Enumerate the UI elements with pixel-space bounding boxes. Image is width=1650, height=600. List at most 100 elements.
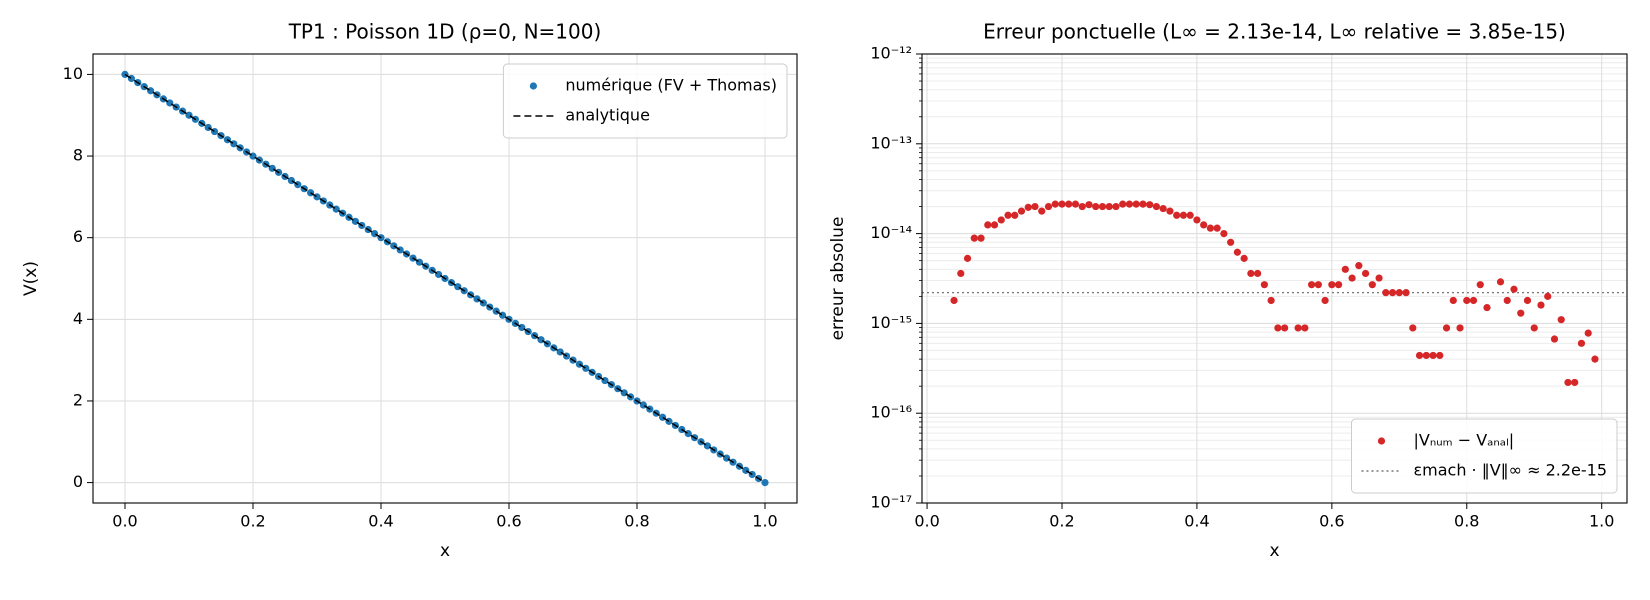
data-point [1469, 296, 1478, 305]
data-point [1476, 281, 1484, 289]
data-point [1152, 202, 1161, 211]
y-tick-label: 10⁻¹⁶ [870, 403, 912, 422]
data-point [1112, 202, 1120, 211]
data-point [1361, 269, 1370, 278]
data-point [1496, 278, 1505, 286]
data-point [684, 430, 692, 438]
data-point [1240, 254, 1248, 262]
data-point [1395, 289, 1403, 297]
data-point [230, 140, 238, 148]
subplot: 10⁻¹⁷ 10⁻¹⁶ 10⁻¹⁵ 10⁻¹⁴ 10⁻¹³ 10⁻¹² 0.0 0.2 0.4 0… [828, 20, 1628, 561]
data-point [1098, 202, 1107, 211]
data-point [1334, 281, 1343, 289]
data-point [1355, 262, 1363, 270]
x-tick-label: 0.6 [1319, 512, 1344, 531]
data-point [1314, 281, 1322, 289]
y-tick-label: 10 [63, 64, 83, 83]
data-point [473, 295, 481, 303]
data-point [332, 205, 340, 213]
data-point [1308, 281, 1316, 289]
data-point [396, 246, 404, 254]
x-tick-label: 0.4 [368, 512, 393, 531]
subplot: 0 2 4 6 8 10 0.0 0.2 0.4 0.6 0.8 1.0 TP1 : Poisson 1… [21, 20, 798, 561]
data-point [1348, 274, 1356, 282]
data-point [1254, 269, 1262, 278]
data-point [742, 466, 750, 474]
data-point [1388, 289, 1397, 297]
data-point [1537, 301, 1545, 309]
data-point [1031, 202, 1039, 211]
data-point [518, 323, 526, 332]
data-point [1058, 200, 1066, 208]
data-point [1429, 351, 1437, 360]
data-point [1577, 339, 1586, 347]
data-point [479, 299, 487, 307]
data-point [1267, 296, 1275, 305]
data-point [665, 417, 673, 425]
y-tick-label: 4 [73, 309, 83, 328]
data-point [1247, 269, 1255, 278]
y-tick-label: 10⁻¹⁴ [870, 223, 912, 242]
chart-title: TP1 : Poisson 1D (ρ=0, N=100) [288, 20, 602, 44]
y-tick-label: 8 [73, 146, 83, 165]
legend: |Vₙᵤₘ − Vₐₙₐₗ| εmach · ‖V‖∞ ≈ 2.2e-15 [1350, 418, 1618, 494]
data-point [620, 389, 628, 397]
data-point [1328, 281, 1336, 289]
data-point [1125, 200, 1134, 208]
x-tick-label: 0.8 [624, 512, 649, 531]
data-point [1166, 207, 1174, 215]
data-point [1186, 211, 1194, 219]
data-point [1017, 207, 1026, 215]
data-point [582, 364, 590, 372]
legend-box [502, 63, 788, 139]
data-point [537, 336, 545, 344]
y-tick-label: 10⁻¹³ [870, 133, 912, 152]
data-point [1038, 207, 1046, 215]
data-point [1436, 351, 1444, 360]
x-tick-label: 0.4 [1184, 512, 1209, 531]
data-point [1281, 324, 1289, 332]
y-tick-label: 2 [73, 390, 83, 409]
x-tick-label: 0.0 [112, 512, 137, 531]
legend-box [1350, 418, 1618, 494]
axes-frame [921, 53, 1628, 504]
data-point [147, 87, 155, 95]
data-point [166, 99, 174, 107]
data-point [1301, 324, 1309, 332]
data-point [1375, 274, 1383, 282]
x-tick-label: 1.0 [752, 512, 777, 531]
data-point [1442, 324, 1451, 332]
data-point [1105, 202, 1113, 211]
data-point [1206, 224, 1215, 232]
data-point [970, 234, 978, 242]
x-tick-label: 0.2 [240, 512, 265, 531]
data-point [950, 296, 958, 305]
data-point [977, 234, 985, 242]
series-line [124, 73, 766, 484]
data-point [1415, 351, 1424, 360]
legend-label: analytique [565, 106, 650, 125]
data-point [371, 230, 379, 238]
data-point [1557, 316, 1565, 324]
legend: numérique (FV + Thomas) analytique [502, 63, 788, 139]
data-point [1132, 200, 1140, 208]
data-point [1071, 200, 1080, 208]
data-point [1065, 200, 1073, 208]
data-point [659, 413, 667, 421]
data-point [415, 258, 423, 266]
data-point [1483, 303, 1491, 312]
data-point [1233, 248, 1241, 256]
y-tick-label: 0 [73, 472, 83, 491]
data-point [1571, 378, 1579, 387]
data-point [1139, 200, 1147, 208]
legend-label: |Vₙᵤₘ − Vₐₙₐₗ| [1413, 431, 1514, 450]
data-point [1584, 329, 1592, 337]
data-point [601, 376, 609, 385]
data-point [1220, 230, 1228, 238]
data-point [1523, 296, 1532, 305]
data-point [1119, 200, 1127, 208]
data-point [1422, 351, 1430, 360]
data-point [1193, 216, 1201, 224]
data-point [1227, 238, 1235, 246]
